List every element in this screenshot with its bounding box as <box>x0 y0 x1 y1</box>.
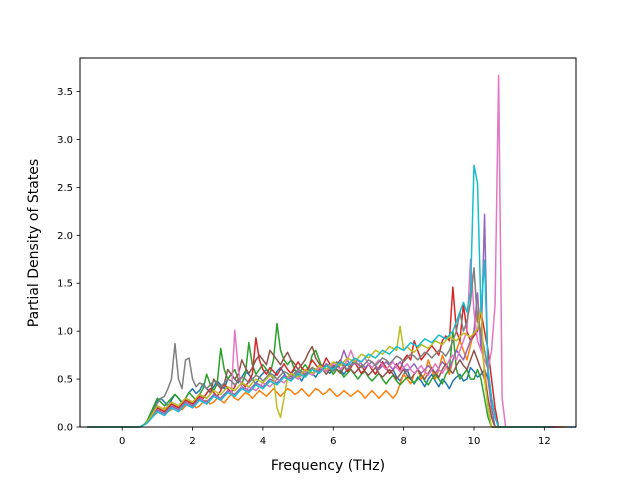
x-tick-label: 6 <box>330 436 336 447</box>
y-axis-ticks: 0.0 0.5 1.0 1.5 2.0 2.5 3.0 3.5 <box>57 87 80 434</box>
y-axis-label: Partial Density of States <box>26 159 42 327</box>
y-tick-label: 2.5 <box>57 183 73 194</box>
y-tick-label: 2.0 <box>57 231 73 242</box>
series-line-5 <box>87 213 555 428</box>
x-tick-label: 4 <box>260 436 266 447</box>
series-line-9 <box>87 303 548 428</box>
x-axis-ticks: 0 2 4 6 8 10 12 <box>119 427 551 447</box>
series-line-3 <box>87 322 555 428</box>
y-tick-label: 1.5 <box>57 279 73 290</box>
y-tick-label: 3.0 <box>57 135 73 146</box>
x-axis-label: Frequency (THz) <box>271 458 385 474</box>
x-tick-label: 2 <box>189 436 195 447</box>
series-layer <box>87 74 576 428</box>
x-tick-label: 12 <box>538 436 551 447</box>
series-line-10 <box>87 164 552 428</box>
y-tick-label: 0.5 <box>57 375 73 386</box>
y-tick-label: 0.0 <box>57 423 73 434</box>
y-tick-label: 1.0 <box>57 327 73 338</box>
y-tick-label: 3.5 <box>57 87 73 98</box>
x-tick-label: 0 <box>119 436 125 447</box>
x-tick-label: 10 <box>468 436 481 447</box>
x-tick-label: 8 <box>400 436 406 447</box>
plot-frame <box>79 57 577 428</box>
